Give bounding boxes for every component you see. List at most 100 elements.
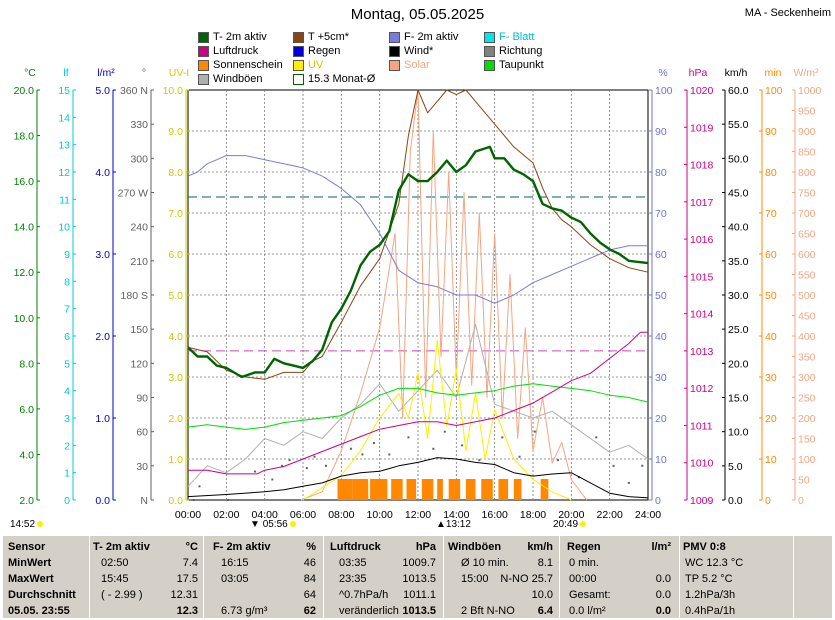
y-tick-label: 50 xyxy=(798,475,810,487)
wind-direction-point xyxy=(478,459,481,462)
y-tick-label: 200 xyxy=(798,413,816,425)
sunshine-bar xyxy=(513,479,522,500)
x-tick-label: 16:00 xyxy=(482,509,508,521)
table-cell: 15:45 xyxy=(101,573,129,585)
legend-swatch xyxy=(198,45,209,57)
sunrise-time: 05:56 xyxy=(262,519,288,530)
table-cell: Windböen xyxy=(448,541,502,553)
y-tick-label: 850 xyxy=(798,147,816,159)
sunshine-bar xyxy=(421,479,434,500)
table-cell: WC 12.3 °C xyxy=(685,557,744,569)
y-tick-label: 900 xyxy=(798,126,816,138)
y-tick-label: 10.0 xyxy=(14,313,35,325)
table-cell: TP 5.2 °C xyxy=(685,573,733,585)
sunset-time: 20:49 xyxy=(553,519,579,530)
wind-direction-point xyxy=(388,453,391,456)
series-line xyxy=(300,89,588,501)
sun-icon xyxy=(37,521,44,528)
y-tick-label: 1013 xyxy=(690,346,714,358)
table-cell: 0.0 xyxy=(655,605,671,617)
y-tick-label: 30 xyxy=(765,372,777,384)
y-tick-label: 2 xyxy=(64,440,70,452)
legend-label: Wind* xyxy=(404,45,434,57)
wind-direction-point xyxy=(627,481,630,484)
table-cell: Durchschnitt xyxy=(8,589,76,601)
y-tick-label: 1016 xyxy=(690,234,714,246)
table-cell: 00:00 xyxy=(569,573,597,585)
table-cell: 0.4hPa/1h xyxy=(685,605,736,617)
y-axis-label: W/m² xyxy=(793,67,819,79)
legend-label: UV xyxy=(308,59,324,71)
legend-label: Sonnenschein xyxy=(213,59,283,71)
legend-label: Regen xyxy=(308,45,341,57)
y-tick-label: 30.0 xyxy=(728,290,749,302)
table-separator xyxy=(323,536,324,618)
legend-swatch xyxy=(484,59,495,71)
legend-item: F- Blatt xyxy=(484,31,534,43)
legend-swatch xyxy=(293,73,304,85)
y-tick-label: 550 xyxy=(798,270,816,282)
wind-direction-point xyxy=(432,447,435,450)
sunshine-bar xyxy=(370,479,388,500)
table-cell: 64 xyxy=(303,589,316,601)
y-tick-label: 4.0 xyxy=(95,167,110,179)
y-tick-label: 8 xyxy=(64,276,70,288)
wind-direction-point xyxy=(288,459,291,462)
table-cell: 05.05. 23:55 xyxy=(8,605,70,617)
table-cell: 0 min. xyxy=(569,557,599,569)
table-separator xyxy=(679,536,680,618)
wind-direction-point xyxy=(372,442,375,445)
legend-swatch xyxy=(389,31,400,43)
legend-swatch xyxy=(198,73,209,85)
wind-direction-point xyxy=(280,464,283,467)
y-tick-label: 12 xyxy=(58,167,70,179)
legend-swatch xyxy=(293,59,304,71)
table-cell: 1013.5 xyxy=(402,573,436,585)
x-tick-label: 06:00 xyxy=(290,509,316,521)
y-axis-label: % xyxy=(658,67,667,79)
y-tick-label: 9 xyxy=(64,249,70,261)
table-cell: 6.4 xyxy=(537,605,553,617)
wind-direction-point xyxy=(501,436,504,439)
wind-direction-point xyxy=(313,455,316,458)
x-tick-label: 00:00 xyxy=(175,509,201,521)
y-tick-label: 0 xyxy=(655,495,661,507)
table-separator xyxy=(443,536,444,618)
table-cell: 0.0 l/m² xyxy=(569,605,606,617)
y-tick-label: 120 xyxy=(130,358,148,370)
table-cell: 84 xyxy=(303,573,316,585)
x-tick-label: 02:00 xyxy=(213,509,239,521)
wind-direction-point xyxy=(518,455,521,458)
legend-label: Windböen xyxy=(213,73,263,85)
table-cell: 17.5 xyxy=(176,573,198,585)
y-tick-label: 1020 xyxy=(690,85,714,97)
legend-item: T- 2m aktiv xyxy=(198,31,267,43)
y-tick-label: 650 xyxy=(798,229,816,241)
y-tick-label: 7 xyxy=(64,304,70,316)
y-tick-label: 90 xyxy=(655,126,667,138)
table-cell: hPa xyxy=(415,541,436,553)
y-axis-label: lf xyxy=(63,67,68,79)
y-tick-label: 4.0 xyxy=(168,331,183,343)
y-tick-label: 40 xyxy=(655,331,667,343)
table-cell: ^0.7hPa/h xyxy=(339,589,389,601)
y-tick-label: 2.0 xyxy=(168,413,183,425)
legend-label: Taupunkt xyxy=(499,59,544,71)
weather-chart: 00:00 02:00 04:00 06:00 08:00 10:00 12:00 14:00… xyxy=(14,67,822,521)
wind-direction-point xyxy=(595,436,598,439)
y-tick-label: 25.0 xyxy=(728,324,749,336)
table-cell: F- 2m aktiv xyxy=(213,541,271,553)
y-tick-label: 60 xyxy=(136,427,148,439)
y-tick-label: 20 xyxy=(765,413,777,425)
y-tick-label: 6 xyxy=(64,331,70,343)
table-cell: ( - 2.99 ) xyxy=(101,589,143,601)
y-tick-label: 1000 xyxy=(798,85,822,97)
series-line xyxy=(302,339,572,501)
y-tick-label: 14.0 xyxy=(14,222,35,234)
y-tick-label: 700 xyxy=(798,208,816,220)
y-tick-label: 45.0 xyxy=(728,188,749,200)
sunshine-bar xyxy=(465,479,476,500)
legend-item: UV xyxy=(293,59,323,71)
series-line xyxy=(187,383,649,430)
table-cell: 0.0 xyxy=(655,573,671,585)
